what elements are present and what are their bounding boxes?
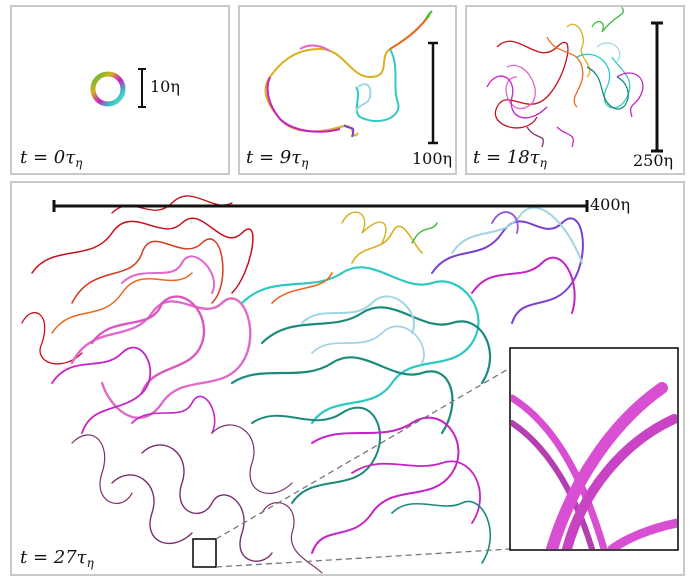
filament-trajectories	[264, 10, 438, 145]
zoom-region-box	[192, 538, 217, 568]
scale-label: 10η	[150, 77, 180, 96]
scale-label: 250η	[633, 151, 674, 170]
panel-t0: 10η t = 0τη	[10, 5, 230, 175]
time-label: t = 27τη	[20, 547, 94, 570]
filament-trajectories	[486, 7, 663, 153]
scale-bar-400	[52, 200, 589, 212]
scale-bar-250	[651, 21, 663, 153]
panel-t18: 250η t = 18τη	[465, 5, 685, 175]
time-label: t = 18τη	[473, 147, 547, 170]
zoom-inset	[509, 347, 679, 551]
scale-bar-100	[428, 41, 438, 145]
scale-label: 400η	[590, 195, 631, 214]
panel-t9: 100η t = 9τη	[238, 5, 457, 175]
scale-label: 100η	[412, 149, 453, 168]
filament-trajectories	[21, 195, 679, 574]
initial-ring	[90, 68, 146, 108]
time-label: t = 9τη	[246, 147, 309, 170]
time-label: t = 0τη	[20, 147, 83, 170]
panel-t27: 400η t = 27τη	[10, 181, 685, 576]
scale-bar-10	[138, 68, 146, 108]
